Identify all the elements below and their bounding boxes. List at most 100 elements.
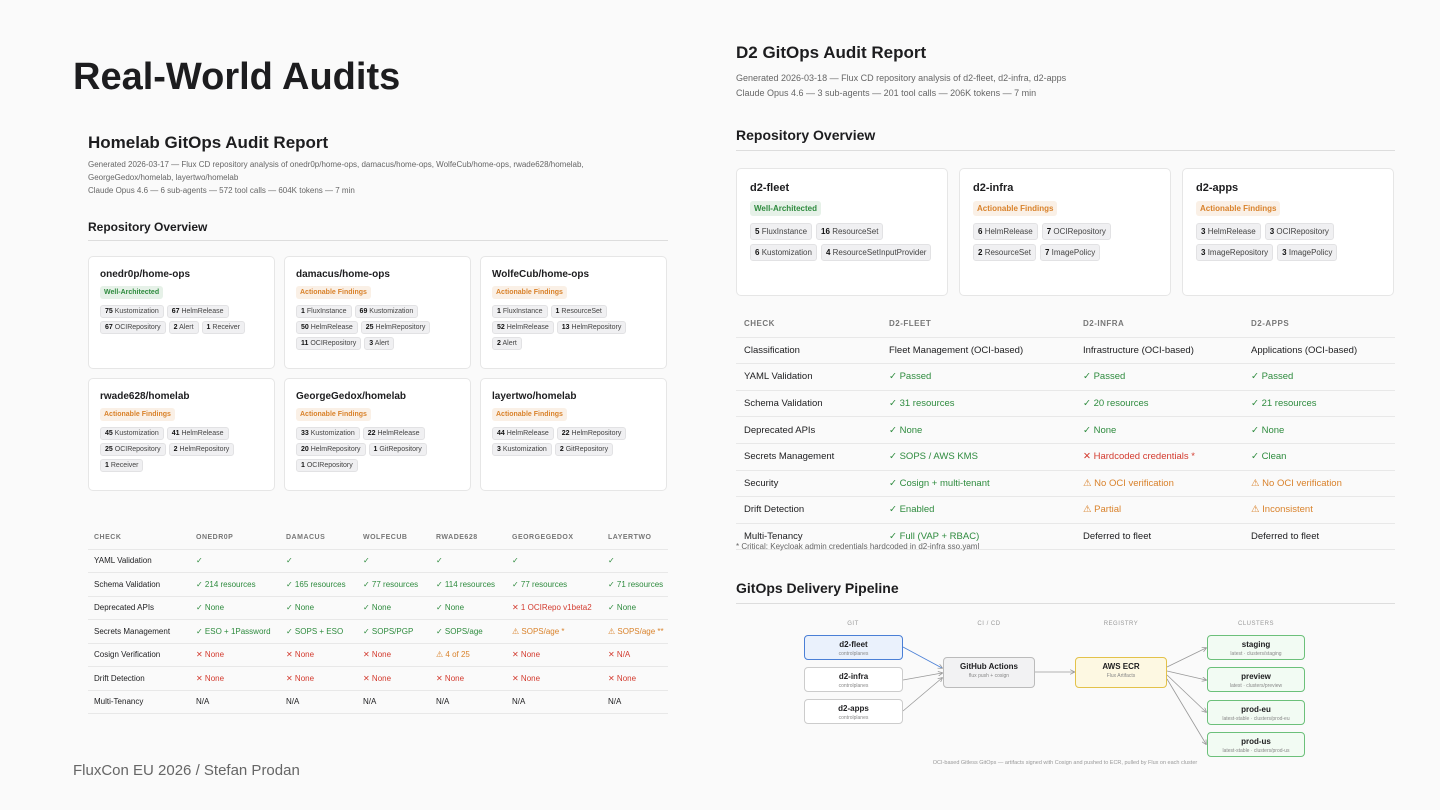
- table-row: Security ✓ Cosign + multi-tenant ⚠ No OCI …: [736, 470, 1395, 498]
- resource-count: 2: [497, 340, 501, 347]
- resource-list: 1 FluxInstance 69 Kustomization 50 HelmRel…: [296, 305, 459, 350]
- header-row: CHECK D2-FLEET D2-INFRA D2-APPS: [736, 311, 1395, 338]
- node-sub: Flux Artifacts: [1106, 673, 1136, 679]
- resource-count: 25: [105, 446, 113, 453]
- resource-count: 22: [367, 430, 376, 437]
- resource-kind: OCIRepository: [310, 340, 357, 347]
- resource-count: 22: [561, 430, 570, 437]
- resource-count: 50: [301, 324, 309, 331]
- resource-count: 67: [171, 308, 180, 315]
- table-row: Deprecated APIs ✓ None ✓ None ✓ None: [736, 416, 1395, 444]
- footer: FluxCon EU 2026 / Stefan Prodan: [73, 762, 300, 779]
- table-row: Schema Validation ✓ 214 resources ✓ 165 re…: [88, 572, 668, 597]
- resource-count: 69: [359, 308, 368, 315]
- resource-list: 75 Kustomization 67 HelmRelease 67 OCIRepo…: [100, 305, 263, 334]
- result-cell: ✓: [430, 549, 506, 573]
- resource-count: 1: [301, 462, 305, 469]
- repo-name: damacus/home-ops: [296, 269, 390, 280]
- resource-chip: 41 HelmRelease: [166, 427, 229, 440]
- result-cell: ✓ None: [881, 416, 1075, 444]
- resource-kind: ResourceSet: [832, 227, 879, 236]
- footnote: * Critical: Keycloak admin credentials h…: [736, 542, 980, 551]
- resource-count: 3: [497, 446, 501, 453]
- resource-count: 4: [825, 248, 831, 257]
- resource-chip: 50 HelmRelease: [296, 321, 358, 334]
- resource-count: 45: [105, 430, 113, 437]
- resource-chip: 1 FluxInstance: [296, 305, 352, 318]
- result-cell: ✕ N/A: [602, 643, 668, 667]
- status-badge: Actionable Findings: [973, 201, 1058, 216]
- check-name: YAML Validation: [88, 549, 190, 573]
- resource-chip: 1 ResourceSet: [550, 305, 607, 318]
- resource-kind: Alert: [502, 340, 517, 347]
- repo-name: layertwo/homelab: [492, 391, 577, 402]
- resource-count: 67: [105, 324, 113, 331]
- table-row: Multi-Tenancy N/A N/A N/A N/A N/A N/A: [88, 690, 668, 714]
- result-cell: N/A: [280, 690, 357, 714]
- node-sub: latest · clusters/preview: [1229, 683, 1283, 690]
- resource-count: 3: [1282, 248, 1287, 257]
- resource-kind: Kustomization: [369, 308, 414, 315]
- result-cell: ✓ 20 resources: [1075, 390, 1243, 418]
- resource-chip: 52 HelmRelease: [492, 321, 554, 334]
- resource-kind: OCIRepository: [114, 324, 161, 331]
- resource-kind: ResourceSetInputProvider: [832, 248, 927, 257]
- resource-list: 3 HelmRelease 3 OCIRepository 3 ImageRepos…: [1196, 223, 1380, 261]
- result-cell: ✕ 1 OCIRepo v1beta2: [506, 596, 602, 620]
- section-title: Repository Overview: [736, 127, 1395, 151]
- node-label: prod-us: [1241, 736, 1271, 746]
- check-name: Drift Detection: [88, 666, 190, 691]
- result-cell: ✓ ESO + 1Password: [190, 619, 280, 644]
- resource-chip: 25 HelmRepository: [360, 321, 431, 334]
- repo-card: layertwo/homelab Actionable Findings 44 He…: [480, 378, 667, 491]
- stage-label: REGISTRY: [1103, 621, 1139, 627]
- resource-chip: 7 ImagePolicy: [1039, 244, 1101, 261]
- result-cell: ✓ Full (VAP + RBAC): [881, 523, 1075, 551]
- resource-kind: FluxInstance: [761, 227, 808, 236]
- column-header: CHECK: [88, 526, 190, 550]
- node-label: d2-apps: [838, 704, 869, 713]
- resource-kind: Receiver: [110, 462, 139, 469]
- result-cell: ✓ Passed: [881, 363, 1075, 391]
- status-badge: Actionable Findings: [296, 286, 371, 299]
- resource-kind: HelmRelease: [984, 227, 1033, 236]
- column-header: ONEDR0P: [190, 526, 280, 550]
- resource-count: 3: [1201, 227, 1206, 236]
- table-row: YAML Validation ✓ Passed ✓ Passed ✓ Passed: [736, 363, 1395, 391]
- resource-count: 33: [301, 430, 309, 437]
- node-label: staging: [1241, 640, 1271, 649]
- result-cell: Applications (OCI-based): [1243, 337, 1395, 365]
- result-cell: ⚠ No OCI verification: [1075, 470, 1243, 498]
- resource-list: 33 Kustomization 22 HelmRelease 20 HelmRep…: [296, 427, 459, 472]
- resource-chip: 2 Alert: [168, 321, 199, 334]
- node-label: AWS ECR: [1102, 662, 1140, 671]
- result-cell: ✕ None: [280, 666, 357, 691]
- resource-chip: 2 Alert: [492, 337, 522, 350]
- repo-card: d2-infra Actionable Findings 6 HelmRelease…: [959, 168, 1171, 296]
- resource-kind: ImagePolicy: [1288, 248, 1333, 257]
- result-cell: ✓: [602, 549, 668, 573]
- resource-count: 2: [173, 446, 178, 453]
- repo-card: WolfeCub/home-ops Actionable Findings 1 Fl…: [480, 256, 667, 369]
- resource-count: 3: [1269, 227, 1275, 236]
- ci-node: GitHub Actions flux push + cosign: [943, 657, 1035, 688]
- check-name: YAML Validation: [736, 363, 881, 391]
- resource-kind: ImagePolicy: [1051, 248, 1096, 257]
- resource-kind: ResourceSet: [984, 248, 1031, 257]
- git-node: d2-apps controlplanes: [804, 699, 903, 724]
- result-cell: ✓ 165 resources: [280, 572, 357, 597]
- resource-count: 1: [206, 324, 211, 331]
- resource-kind: OCIRepository: [114, 446, 161, 453]
- cluster-node: prod-us latest-stable · clusters/prod-us: [1207, 731, 1305, 757]
- result-cell: ✓ SOPS/age: [430, 619, 506, 644]
- resource-count: 75: [105, 308, 113, 315]
- resource-count: 1: [301, 308, 305, 315]
- node-sub: controlplanes: [838, 651, 869, 657]
- resource-count: 5: [755, 227, 760, 236]
- result-cell: ✕ None: [190, 643, 280, 667]
- resource-chip: 2 HelmRepository: [168, 443, 235, 456]
- resource-chip: 4 ResourceSetInputProvider: [820, 244, 932, 261]
- resource-count: 3: [1201, 248, 1206, 257]
- check-name: Secrets Management: [88, 619, 190, 644]
